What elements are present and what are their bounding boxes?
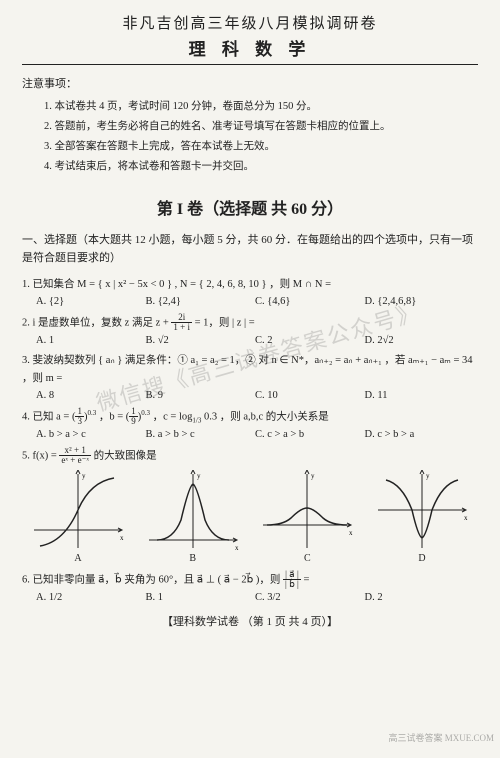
q4-frac1: 13	[75, 407, 84, 427]
graph-c: xy	[257, 470, 357, 552]
q2-opt-a: A. 1	[36, 335, 146, 346]
q2-stem: 2. i 是虚数单位，复数 z 满足 z + 2i1 + i = 1，则 | z…	[22, 313, 478, 333]
notice-item: 2. 答题前，考生务必将自己的姓名、准考证号填写在答题卡相应的位置上。	[44, 117, 478, 137]
graph-d-wrap: xy D	[372, 470, 472, 564]
q5-stem: 5. f(x) = x² + 1eˣ + e⁻ˣ 的大致图像是	[22, 446, 478, 466]
q6-opt-c: C. 3/2	[255, 592, 365, 603]
notice-item: 3. 全部答案在答题卡上完成，答在本试卷上无效。	[44, 137, 478, 157]
q4-part: 0.3 ，则 a,b,c 的大小关系是	[201, 411, 328, 422]
q2-opt-b: B. √2	[146, 335, 256, 346]
q3-stem: 3. 斐波纳契数列 { aₙ } 满足条件：① a₁ = a₂ = 1，② 对 …	[22, 352, 478, 388]
q3-opt-a: A. 8	[36, 390, 146, 401]
q4-frac2: 19	[129, 407, 138, 427]
svg-text:y: y	[426, 472, 430, 480]
paper-title-line1: 非凡吉创高三年级八月模拟调研卷	[22, 12, 478, 33]
graph-d-label: D	[372, 553, 472, 564]
svg-text:x: x	[235, 544, 239, 552]
q4-opt-b: B. a > b > c	[146, 429, 256, 440]
q6-opt-d: D. 2	[365, 592, 475, 603]
section-title: 第 I 卷（选择题 共 60 分）	[22, 195, 478, 219]
notice-list: 1. 本试卷共 4 页，考试时间 120 分钟，卷面总分为 150 分。 2. …	[22, 97, 478, 177]
q6-fraction: | a⃗ || b⃗ |	[283, 570, 301, 590]
svg-text:y: y	[311, 472, 315, 480]
q5-fraction: x² + 1eˣ + e⁻ˣ	[59, 446, 91, 466]
q1-opt-d: D. {2,4,6,8}	[365, 296, 475, 307]
notice-item: 4. 考试结束后，将本试卷和答题卡一并交回。	[44, 157, 478, 177]
q2-stem-a: 2. i 是虚数单位，复数 z 满足 z +	[22, 317, 171, 328]
q3-opt-c: C. 10	[255, 390, 365, 401]
graph-b: xy	[143, 470, 243, 552]
q4-opt-d: D. c > b > a	[365, 429, 475, 440]
graph-b-label: B	[143, 553, 243, 564]
graph-a: xy	[28, 470, 128, 552]
notice-heading: 注意事项：	[22, 75, 478, 91]
svg-text:x: x	[349, 529, 353, 537]
q1-options: A. {2} B. {2,4} C. {4,6} D. {2,4,6,8}	[22, 296, 478, 307]
graph-a-wrap: xy A	[28, 470, 128, 564]
q4-sup: 0.3	[87, 408, 96, 416]
graph-b-wrap: xy B	[143, 470, 243, 564]
q6-opt-a: A. 1/2	[36, 592, 146, 603]
q6-opt-b: B. 1	[146, 592, 256, 603]
graph-c-wrap: xy C	[257, 470, 357, 564]
notice-item: 1. 本试卷共 4 页，考试时间 120 分钟，卷面总分为 150 分。	[44, 97, 478, 117]
q5-part: 的大致图像是	[94, 450, 157, 461]
paper-title-line2: 理 科 数 学	[22, 35, 478, 60]
q4-sup: 0.3	[141, 408, 150, 416]
svg-text:x: x	[464, 514, 468, 522]
q5-graphs: xy A xy B xy C xy	[22, 470, 478, 564]
header-rule	[22, 64, 478, 65]
q2-fraction: 2i1 + i	[171, 313, 192, 333]
q6-part: =	[303, 574, 309, 585]
q1-opt-b: B. {2,4}	[146, 296, 256, 307]
graph-c-label: C	[257, 553, 357, 564]
q3-opt-b: B. 9	[146, 390, 256, 401]
q4-options: A. b > a > c B. a > b > c C. c > a > b D…	[22, 429, 478, 440]
corner-watermark: 高三试卷答案 MXUE.COM	[388, 731, 494, 744]
q2-stem-b: = 1，则 | z | =	[195, 317, 255, 328]
q2-options: A. 1 B. √2 C. 2 D. 2√2	[22, 335, 478, 346]
q4-part: ，c = log	[153, 411, 193, 422]
q2-opt-c: C. 2	[255, 335, 365, 346]
svg-text:y: y	[82, 472, 86, 480]
page-footer: 【理科数学试卷 （第 1 页 共 4 页）】	[22, 613, 478, 629]
q1-stem: 1. 已知集合 M = { x | x² − 5x < 0 } , N = { …	[22, 276, 478, 294]
q4-part: ，b = (	[99, 411, 129, 422]
q6-part: 6. 已知非零向量 a⃗，b⃗ 夹角为 60°，且 a⃗ ⊥ ( a⃗ − 2b…	[22, 574, 283, 585]
q6-options: A. 1/2 B. 1 C. 3/2 D. 2	[22, 592, 478, 603]
q2-opt-d: D. 2√2	[365, 335, 475, 346]
q4-opt-c: C. c > a > b	[255, 429, 365, 440]
graph-a-label: A	[28, 553, 128, 564]
q1-opt-c: C. {4,6}	[255, 296, 365, 307]
q3-options: A. 8 B. 9 C. 10 D. 11	[22, 390, 478, 401]
svg-text:y: y	[197, 472, 201, 480]
q4-stem: 4. 已知 a = (13)0.3 ，b = (19)0.3 ，c = log1…	[22, 407, 478, 427]
block-heading: 一、选择题（本大题共 12 小题，每小题 5 分，共 60 分．在每题给出的四个…	[22, 231, 478, 268]
q4-part: 4. 已知 a = (	[22, 411, 75, 422]
q1-opt-a: A. {2}	[36, 296, 146, 307]
graph-d: xy	[372, 470, 472, 552]
q5-part: 5. f(x) =	[22, 450, 59, 461]
q4-sub: 1/3	[192, 416, 201, 424]
q6-stem: 6. 已知非零向量 a⃗，b⃗ 夹角为 60°，且 a⃗ ⊥ ( a⃗ − 2b…	[22, 570, 478, 590]
svg-text:x: x	[120, 534, 124, 542]
q4-opt-a: A. b > a > c	[36, 429, 146, 440]
q3-opt-d: D. 11	[365, 390, 475, 401]
